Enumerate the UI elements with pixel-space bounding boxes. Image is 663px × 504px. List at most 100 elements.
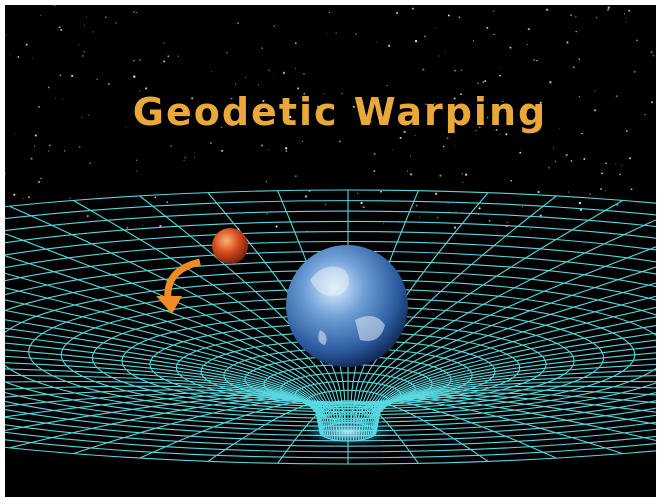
star [136,12,137,13]
star [374,153,376,155]
star [454,226,456,228]
star [528,28,530,30]
star [26,44,28,46]
star [54,4,56,6]
star [55,98,56,99]
star [416,204,418,206]
star [40,178,41,179]
star [571,160,573,162]
star [566,154,568,156]
star [386,85,387,86]
star [38,181,40,183]
star [82,117,83,118]
star [407,170,408,171]
star [245,77,246,78]
star [575,16,576,17]
star [478,207,480,209]
star [178,56,179,57]
star [424,35,426,37]
star [568,192,569,193]
star [18,56,20,58]
star [79,146,81,148]
star [283,72,285,74]
star [601,172,603,174]
star [40,15,41,16]
star [34,145,35,146]
star [438,55,439,56]
star [108,83,110,85]
star [4,216,5,217]
star [633,71,635,73]
star [71,75,73,77]
star [30,157,32,159]
star [69,198,70,199]
star [477,82,479,84]
star [461,69,462,70]
star [414,135,416,137]
star [644,114,645,115]
star [237,23,238,24]
star [28,196,30,198]
star [125,126,126,127]
star [194,157,195,158]
star [96,79,98,81]
star [210,142,212,144]
star [594,109,596,111]
star [88,114,90,116]
star [5,35,6,36]
star [536,60,537,61]
star [133,76,135,78]
star [527,44,528,45]
star [435,28,436,29]
star [579,58,580,59]
star [396,12,398,14]
star [89,162,91,164]
star [155,197,156,198]
star [163,42,164,43]
star [305,195,307,197]
page: Geodetic Warping (() => { const data = J… [0,0,663,504]
star [566,41,568,43]
star [629,157,631,159]
star [500,68,501,69]
star [261,47,263,49]
star [226,52,228,54]
star [605,162,607,164]
star [336,33,337,34]
star [62,99,63,100]
star [581,133,582,134]
star [383,223,384,224]
star [163,60,165,62]
star [506,222,508,224]
star [142,225,143,226]
star [268,70,269,71]
star [628,10,630,12]
star [548,167,550,169]
star [49,144,51,146]
star [445,51,446,52]
star [519,152,521,154]
moon [212,228,248,264]
star [415,40,417,42]
star [64,150,65,151]
star [410,173,412,175]
star [285,147,287,149]
star [170,145,171,146]
star [600,188,602,190]
star [461,173,463,175]
star [546,9,548,11]
star [473,40,474,41]
star [465,174,467,176]
star [136,171,137,172]
star [626,130,628,132]
star [23,198,24,199]
star [476,211,477,212]
star [412,8,414,10]
star [392,149,393,150]
star [576,31,577,32]
star [608,6,610,8]
star [400,137,402,139]
star [329,12,330,13]
title: Geodetic Warping [133,90,547,134]
star [553,147,554,148]
